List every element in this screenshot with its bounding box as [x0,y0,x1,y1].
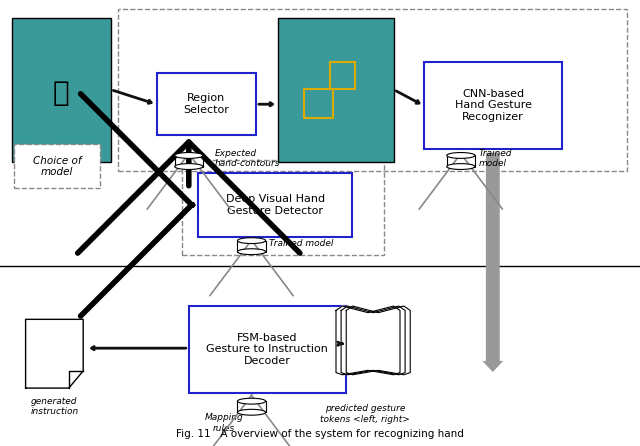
Polygon shape [26,319,83,388]
Text: Region
Selector: Region Selector [184,93,229,115]
Ellipse shape [175,153,203,158]
Ellipse shape [447,164,475,169]
Text: 🤿: 🤿 [52,79,69,107]
Text: CNN-based
Hand Gesture
Recognizer: CNN-based Hand Gesture Recognizer [454,89,532,122]
Text: Trained model: Trained model [269,240,333,248]
FancyBboxPatch shape [157,73,256,135]
FancyBboxPatch shape [14,144,100,189]
FancyBboxPatch shape [237,240,266,252]
FancyBboxPatch shape [189,306,346,392]
Text: Expected
hand-contours: Expected hand-contours [214,149,280,169]
Polygon shape [341,306,405,375]
Ellipse shape [175,164,203,169]
Text: Mapping
rules: Mapping rules [205,413,243,433]
Ellipse shape [237,409,266,415]
Text: Choice of
model: Choice of model [33,156,81,177]
Text: FSM-based
Gesture to Instruction
Decoder: FSM-based Gesture to Instruction Decoder [206,333,328,366]
FancyBboxPatch shape [198,173,352,237]
FancyBboxPatch shape [447,156,475,166]
FancyBboxPatch shape [175,156,203,166]
FancyBboxPatch shape [278,18,394,162]
Ellipse shape [237,398,266,404]
Text: predicted gesture
tokens <left, right>: predicted gesture tokens <left, right> [320,405,410,424]
Ellipse shape [237,249,266,255]
Text: Trained
model: Trained model [479,149,512,169]
Polygon shape [346,306,410,375]
FancyBboxPatch shape [12,18,111,162]
Ellipse shape [237,238,266,244]
FancyBboxPatch shape [237,401,266,412]
Text: Deep Visual Hand
Gesture Detector: Deep Visual Hand Gesture Detector [226,194,324,216]
Ellipse shape [447,153,475,158]
Polygon shape [336,306,400,375]
Text: generated
instruction: generated instruction [30,397,79,417]
Text: Fig. 11   A overview of the system for recognizing hand: Fig. 11 A overview of the system for rec… [176,429,464,439]
FancyBboxPatch shape [424,62,562,149]
